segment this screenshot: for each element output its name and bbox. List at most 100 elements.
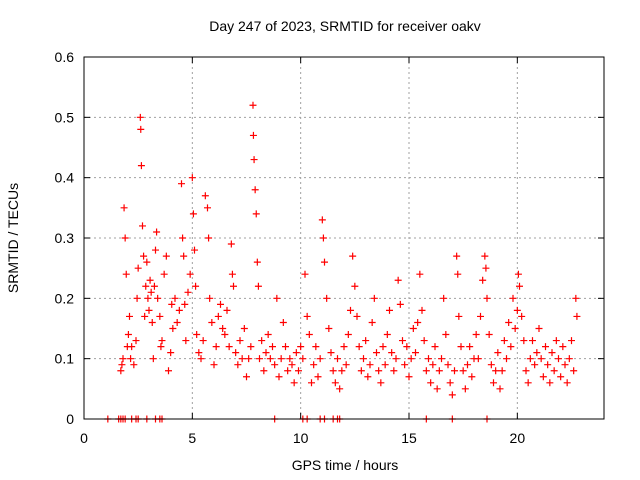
data-point bbox=[529, 337, 536, 345]
data-point bbox=[212, 343, 220, 351]
data-point bbox=[405, 373, 413, 381]
data-point bbox=[325, 325, 333, 332]
y-tick-label: 0.2 bbox=[55, 290, 75, 306]
data-point bbox=[570, 367, 578, 375]
data-point bbox=[169, 325, 177, 332]
data-point bbox=[154, 294, 162, 302]
data-point bbox=[468, 373, 476, 381]
data-point bbox=[494, 349, 502, 357]
data-point bbox=[448, 391, 456, 399]
data-point bbox=[260, 367, 268, 375]
data-point bbox=[442, 331, 450, 339]
data-point bbox=[133, 294, 141, 302]
data-point bbox=[340, 343, 348, 351]
data-point bbox=[481, 252, 489, 260]
data-point bbox=[496, 385, 504, 393]
y-tick-label: 0.4 bbox=[55, 170, 75, 186]
data-point bbox=[136, 113, 144, 121]
data-point bbox=[286, 355, 294, 363]
data-point bbox=[128, 343, 136, 351]
data-point bbox=[225, 343, 233, 351]
data-point bbox=[511, 325, 519, 332]
data-point bbox=[399, 337, 406, 345]
data-point bbox=[205, 234, 213, 242]
data-point bbox=[544, 361, 552, 369]
plot-frame bbox=[83, 56, 605, 420]
data-point bbox=[230, 282, 237, 290]
data-point bbox=[381, 361, 389, 369]
data-point bbox=[290, 379, 298, 387]
data-point bbox=[409, 325, 417, 332]
data-point bbox=[368, 318, 376, 326]
data-point bbox=[167, 349, 175, 357]
data-point bbox=[117, 367, 125, 375]
data-point bbox=[236, 337, 244, 345]
data-point bbox=[195, 349, 203, 357]
data-point bbox=[250, 156, 258, 164]
data-point bbox=[197, 355, 205, 363]
data-point bbox=[524, 379, 532, 387]
data-point bbox=[422, 367, 430, 375]
y-tick-label: 0.3 bbox=[55, 230, 75, 246]
y-tick-label: 0.5 bbox=[55, 109, 75, 125]
data-point bbox=[119, 355, 127, 363]
data-point bbox=[139, 222, 146, 230]
data-point bbox=[284, 367, 292, 375]
data-point bbox=[435, 367, 443, 375]
data-point bbox=[189, 210, 197, 218]
data-point bbox=[162, 252, 170, 260]
data-point bbox=[264, 331, 272, 339]
data-point bbox=[299, 355, 307, 363]
data-point bbox=[516, 282, 523, 290]
data-point bbox=[192, 282, 200, 290]
data-point bbox=[455, 312, 463, 320]
data-point bbox=[490, 379, 497, 387]
data-point bbox=[507, 343, 515, 351]
data-point bbox=[377, 379, 385, 387]
data-point bbox=[472, 331, 480, 339]
data-point bbox=[418, 306, 426, 314]
data-point bbox=[573, 312, 581, 320]
data-point bbox=[137, 125, 145, 133]
data-point bbox=[204, 204, 211, 212]
data-point bbox=[252, 210, 260, 218]
y-tick-label: 0 bbox=[66, 411, 74, 427]
data-point bbox=[273, 294, 281, 302]
data-point bbox=[416, 270, 424, 278]
data-point bbox=[134, 264, 142, 272]
data-point bbox=[453, 252, 461, 260]
data-point bbox=[357, 367, 365, 375]
data-point bbox=[158, 337, 166, 345]
data-point bbox=[171, 294, 179, 302]
data-point bbox=[336, 385, 344, 393]
data-point bbox=[223, 306, 231, 314]
data-point bbox=[262, 349, 270, 357]
data-point bbox=[349, 252, 357, 260]
data-point bbox=[364, 373, 372, 381]
data-point bbox=[165, 367, 172, 375]
data-point bbox=[514, 270, 522, 278]
data-point bbox=[433, 385, 441, 393]
data-points bbox=[104, 101, 581, 423]
data-point bbox=[505, 318, 513, 326]
data-point bbox=[305, 331, 313, 339]
data-point bbox=[390, 367, 398, 375]
data-point bbox=[392, 355, 400, 363]
data-point bbox=[401, 361, 409, 369]
data-point bbox=[142, 282, 150, 290]
data-point bbox=[342, 361, 350, 369]
data-point bbox=[191, 246, 198, 254]
x-tick-label: 5 bbox=[188, 430, 196, 446]
data-point bbox=[188, 174, 196, 182]
data-point bbox=[181, 300, 189, 308]
data-point bbox=[247, 343, 255, 351]
data-point bbox=[179, 234, 187, 242]
data-point bbox=[451, 367, 458, 375]
data-point bbox=[249, 131, 257, 139]
data-point bbox=[240, 325, 248, 332]
data-point bbox=[533, 349, 541, 357]
y-tick-label: 0.1 bbox=[55, 351, 75, 367]
data-point bbox=[219, 325, 227, 332]
data-point bbox=[414, 318, 422, 326]
